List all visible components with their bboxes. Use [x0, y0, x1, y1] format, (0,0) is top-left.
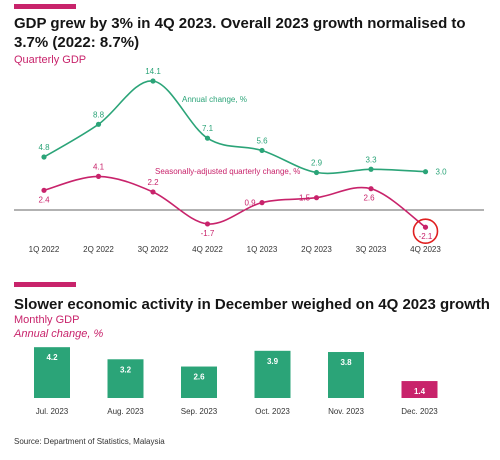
monthly-bar [328, 352, 364, 398]
annual-change-point [150, 78, 156, 84]
quarterly-change-point [422, 224, 429, 230]
quarter-tick-label: 2Q 2023 [301, 245, 332, 254]
top-chart-title: GDP grew by 3% in 4Q 2023. Overall 2023 … [14, 15, 466, 51]
annual-change-data-label: 7.1 [202, 124, 214, 133]
bottom-accent-bar [14, 282, 76, 287]
monthly-gdp-chart: 4.2 3.2 2.6 3.9 3.8 1.4 Jul. 2023 Aug. 2023 Sep… [34, 347, 438, 416]
month-tick-label: Nov. 2023 [328, 407, 364, 416]
month-tick-label: Sep. 2023 [181, 407, 218, 416]
monthly-bar-value: 3.2 [120, 365, 132, 374]
quarterly-change-point [204, 221, 211, 227]
quarter-tick-label: 3Q 2022 [138, 245, 169, 254]
annual-change-data-label: 3.3 [365, 155, 377, 164]
quarterly-change-data-label: 2.2 [147, 178, 159, 187]
monthly-bar [107, 359, 144, 398]
quarter-tick-label: 1Q 2023 [247, 245, 278, 254]
monthly-bar [254, 350, 291, 398]
quarterly-change-point [368, 186, 374, 192]
monthly-bar [181, 366, 217, 398]
quarterly-gdp-chart: 4.8 8.8 14.1 7.1 5.6 2.9 3.3 3.0 2.4 4.1 2.2 -1.7 0.… [14, 67, 484, 254]
annual-change-point [41, 154, 47, 160]
quarterly-change-point [95, 173, 102, 179]
quarterly-change-data-label: -2.1 [419, 232, 433, 241]
month-tick-label: Aug. 2023 [107, 407, 144, 416]
monthly-bar-value: 3.8 [340, 358, 352, 367]
annual-change-data-label: 8.8 [93, 110, 105, 119]
quarterly-change-point [313, 195, 320, 201]
quarterly-change-data-label: -1.7 [201, 229, 215, 238]
monthly-bar [401, 381, 438, 398]
annual-change-series-label: Annual change, % [182, 95, 247, 104]
quarterly-change-data-label: 4.1 [93, 162, 105, 171]
quarterly-change-series-label: Seasonally-adjusted quarterly change, % [155, 167, 300, 176]
quarter-tick-label: 1Q 2022 [29, 245, 60, 254]
annual-change-point [368, 166, 374, 172]
bottom-chart-subtitle: Monthly GDP [14, 314, 80, 326]
monthly-bar-value: 4.2 [46, 353, 58, 362]
annual-change-line [43, 80, 426, 175]
quarterly-change-data-label: 0.9 [244, 199, 256, 208]
month-tick-label: Jul. 2023 [36, 407, 69, 416]
top-accent-bar [14, 4, 76, 9]
monthly-bar-value: 1.4 [414, 387, 426, 396]
month-tick-label: Oct. 2023 [255, 407, 290, 416]
annual-change-data-label: 14.1 [145, 67, 161, 76]
annual-change-data-label: 2.9 [311, 159, 323, 168]
bottom-chart-title: Slower economic activity in December wei… [14, 296, 490, 313]
monthly-bar-value: 3.9 [267, 357, 279, 366]
bottom-chart-unit: Annual change, % [14, 328, 104, 340]
quarterly-change-point [150, 189, 156, 195]
annual-change-data-label: 3.0 [436, 168, 448, 177]
annual-change-point [259, 147, 265, 154]
annual-change-point [422, 169, 429, 175]
quarterly-change-data-label: 1.5 [299, 194, 311, 203]
annual-change-point [204, 135, 211, 141]
annual-change-data-label: 4.8 [38, 143, 50, 152]
annual-change-data-label: 5.6 [256, 136, 268, 145]
quarterly-change-point [41, 187, 47, 193]
month-tick-label: Dec. 2023 [401, 407, 438, 416]
highlight-ring [412, 218, 439, 245]
annual-change-point [95, 121, 102, 127]
quarter-tick-label: 4Q 2022 [192, 245, 223, 254]
monthly-bar-value: 2.6 [193, 373, 205, 382]
quarterly-change-data-label: 2.6 [363, 194, 375, 203]
quarterly-change-point [259, 200, 265, 206]
quarter-tick-label: 2Q 2022 [83, 245, 114, 254]
quarter-tick-label: 3Q 2023 [356, 245, 387, 254]
top-chart-subtitle: Quarterly GDP [14, 54, 87, 66]
quarterly-change-data-label: 2.4 [38, 195, 50, 204]
source-note: Source: Department of Statistics, Malays… [14, 437, 165, 446]
monthly-bar [34, 347, 70, 398]
annual-change-point [313, 169, 320, 176]
quarter-tick-label: 4Q 2023 [410, 245, 441, 254]
